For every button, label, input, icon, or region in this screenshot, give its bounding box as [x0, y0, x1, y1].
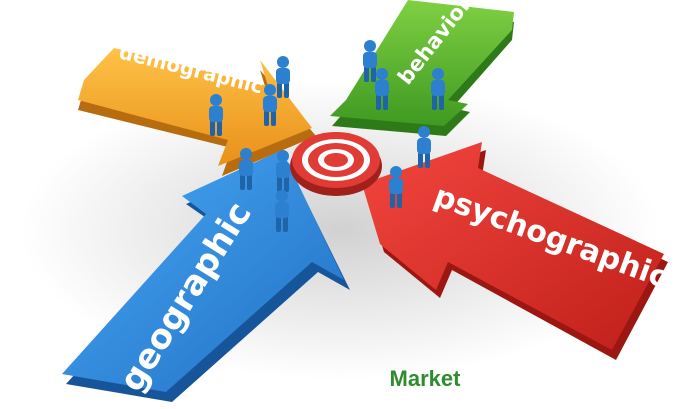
person-figure [389, 166, 403, 208]
person-figure [239, 148, 253, 190]
people-figures [209, 40, 445, 232]
arrow-demographic: demographic [78, 40, 316, 176]
person-figure [275, 190, 289, 232]
person-figure [209, 94, 223, 136]
target-bullseye [290, 132, 382, 196]
person-figure [431, 68, 445, 110]
market-caption: Market [389, 366, 461, 391]
person-figure [276, 150, 290, 192]
person-figure [363, 40, 377, 82]
person-figure [263, 84, 277, 126]
person-figure [276, 56, 290, 98]
person-figure [375, 68, 389, 110]
person-figure [417, 126, 431, 168]
